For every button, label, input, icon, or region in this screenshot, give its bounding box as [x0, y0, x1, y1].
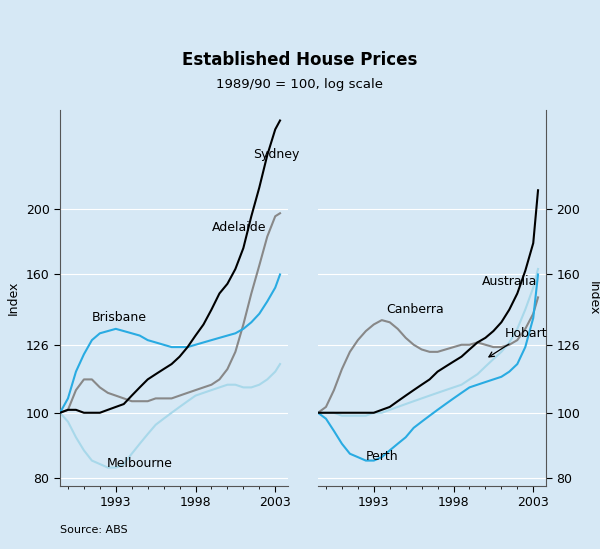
- Text: Canberra: Canberra: [386, 303, 445, 316]
- Text: Sydney: Sydney: [253, 148, 299, 161]
- Text: Brisbane: Brisbane: [92, 311, 147, 324]
- Text: Source: ABS: Source: ABS: [60, 525, 128, 535]
- Text: Adelaide: Adelaide: [211, 221, 266, 233]
- Text: Australia: Australia: [482, 274, 538, 288]
- Text: Melbourne: Melbourne: [107, 457, 173, 470]
- Text: Hobart: Hobart: [489, 327, 547, 357]
- Text: Perth: Perth: [366, 450, 398, 463]
- Y-axis label: Index: Index: [7, 281, 20, 315]
- Text: Established House Prices: Established House Prices: [182, 51, 418, 69]
- Text: 1989/90 = 100, log scale: 1989/90 = 100, log scale: [217, 77, 383, 91]
- Y-axis label: Index: Index: [587, 281, 600, 315]
